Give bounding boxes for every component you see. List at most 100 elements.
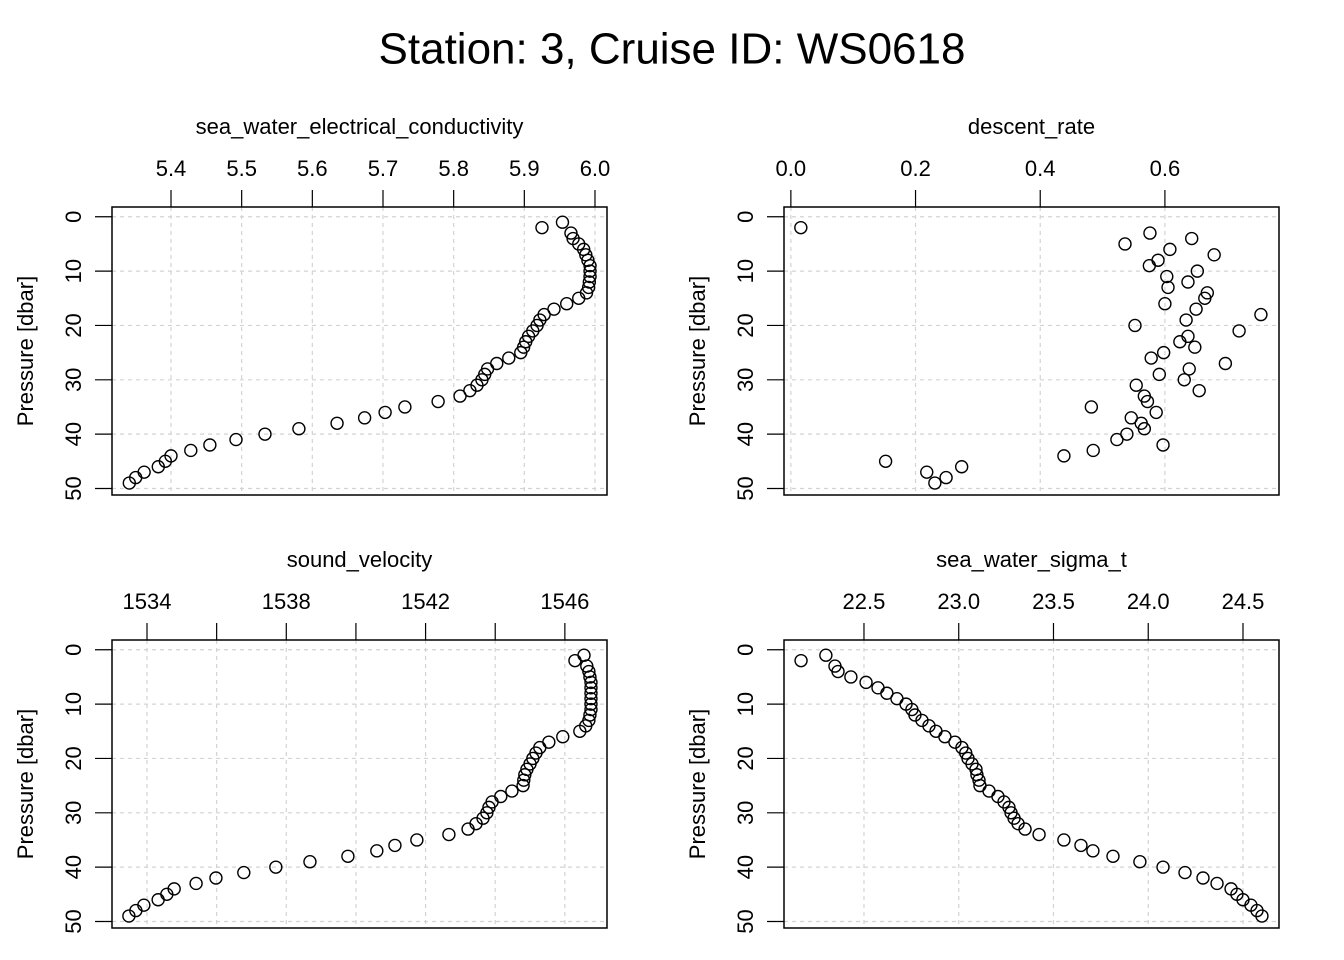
y-tick-label: 20	[733, 313, 758, 337]
data-point	[1144, 351, 1158, 365]
data-point	[1160, 269, 1174, 284]
data-point	[583, 269, 597, 284]
data-point	[1189, 302, 1203, 316]
data-point	[505, 784, 519, 798]
x-tick-label: 23.0	[937, 589, 980, 614]
data-point	[1156, 860, 1170, 874]
x-tick-label: 0.0	[776, 156, 807, 181]
data-point	[184, 443, 198, 458]
x-tick-label: 23.5	[1032, 589, 1075, 614]
y-tick-label: 0	[733, 211, 758, 223]
data-point	[1185, 231, 1199, 246]
plot-frame	[783, 206, 1280, 496]
data-point	[568, 653, 582, 668]
panel-title: descent_rate	[968, 114, 1095, 139]
y-axis-label: Pressure [dbar]	[685, 276, 710, 426]
data-point	[518, 768, 532, 782]
panel-title: sound_velocity	[287, 547, 433, 572]
data-point	[584, 697, 598, 711]
data-point	[388, 838, 402, 853]
data-point	[1163, 242, 1177, 257]
data-point	[1032, 827, 1046, 842]
data-point	[939, 470, 953, 485]
data-point	[431, 394, 445, 409]
plot-frame	[111, 206, 608, 496]
data-point	[514, 345, 528, 360]
data-point	[122, 909, 136, 923]
y-tick-label: 40	[61, 422, 86, 446]
data-point	[1181, 275, 1195, 289]
data-point	[535, 220, 549, 235]
data-point	[189, 876, 203, 891]
data-point	[583, 258, 597, 273]
data-point	[920, 465, 934, 479]
data-point	[517, 773, 531, 787]
data-point	[555, 215, 570, 229]
data-point	[1179, 313, 1193, 327]
data-point	[583, 264, 597, 278]
data-point	[258, 427, 272, 441]
data-point	[1018, 822, 1032, 836]
data-point	[1133, 855, 1147, 869]
data-point	[410, 833, 424, 847]
data-point	[794, 653, 808, 668]
y-tick-label: 10	[733, 259, 758, 283]
data-point	[1210, 876, 1224, 891]
y-tick-label: 20	[61, 313, 86, 337]
data-point	[584, 681, 598, 695]
data-point	[1173, 335, 1187, 349]
data-point	[1057, 449, 1071, 463]
y-tick-label: 20	[733, 746, 758, 770]
data-point	[1074, 838, 1088, 853]
y-tick-label: 40	[733, 855, 758, 879]
data-point	[972, 773, 986, 787]
data-point	[1106, 849, 1120, 863]
data-point	[1192, 383, 1206, 398]
y-tick-label: 40	[61, 855, 86, 879]
x-tick-label: 1538	[262, 589, 311, 614]
x-tick-label: 0.6	[1150, 156, 1181, 181]
data-point	[151, 460, 165, 474]
data-point	[1129, 378, 1143, 392]
y-tick-label: 30	[61, 368, 86, 392]
data-point	[453, 389, 467, 403]
data-point	[1156, 438, 1170, 452]
data-point	[859, 675, 873, 690]
plot-frame	[783, 639, 1280, 929]
data-point	[1196, 871, 1210, 885]
x-tick-label: 1546	[540, 589, 589, 614]
data-point	[1137, 422, 1152, 436]
x-tick-label: 1542	[401, 589, 450, 614]
data-point	[582, 664, 596, 679]
y-axis-label: Pressure [dbar]	[13, 709, 38, 859]
data-point	[572, 291, 586, 305]
data-point	[1086, 844, 1100, 858]
y-tick-label: 10	[733, 692, 758, 716]
data-point	[1086, 443, 1100, 458]
y-axis-label: Pressure [dbar]	[13, 276, 38, 426]
data-point	[1084, 400, 1099, 414]
data-point	[237, 865, 251, 880]
data-point	[584, 675, 598, 690]
data-point	[1188, 340, 1202, 354]
data-point	[1156, 345, 1171, 360]
data-point	[928, 476, 942, 490]
x-tick-label: 5.5	[226, 156, 257, 181]
data-point	[461, 822, 475, 836]
data-point	[1178, 865, 1192, 880]
x-tick-label: 1534	[123, 589, 172, 614]
data-point	[370, 844, 384, 858]
data-point	[357, 411, 372, 425]
data-point	[398, 400, 412, 414]
data-point	[1124, 411, 1138, 425]
x-tick-label: 6.0	[580, 156, 611, 181]
data-point	[938, 730, 952, 744]
data-point	[1218, 356, 1233, 371]
data-point	[330, 416, 344, 430]
data-point	[209, 871, 223, 885]
data-point	[1232, 324, 1246, 338]
data-point	[1149, 405, 1163, 420]
data-point	[1198, 291, 1212, 305]
